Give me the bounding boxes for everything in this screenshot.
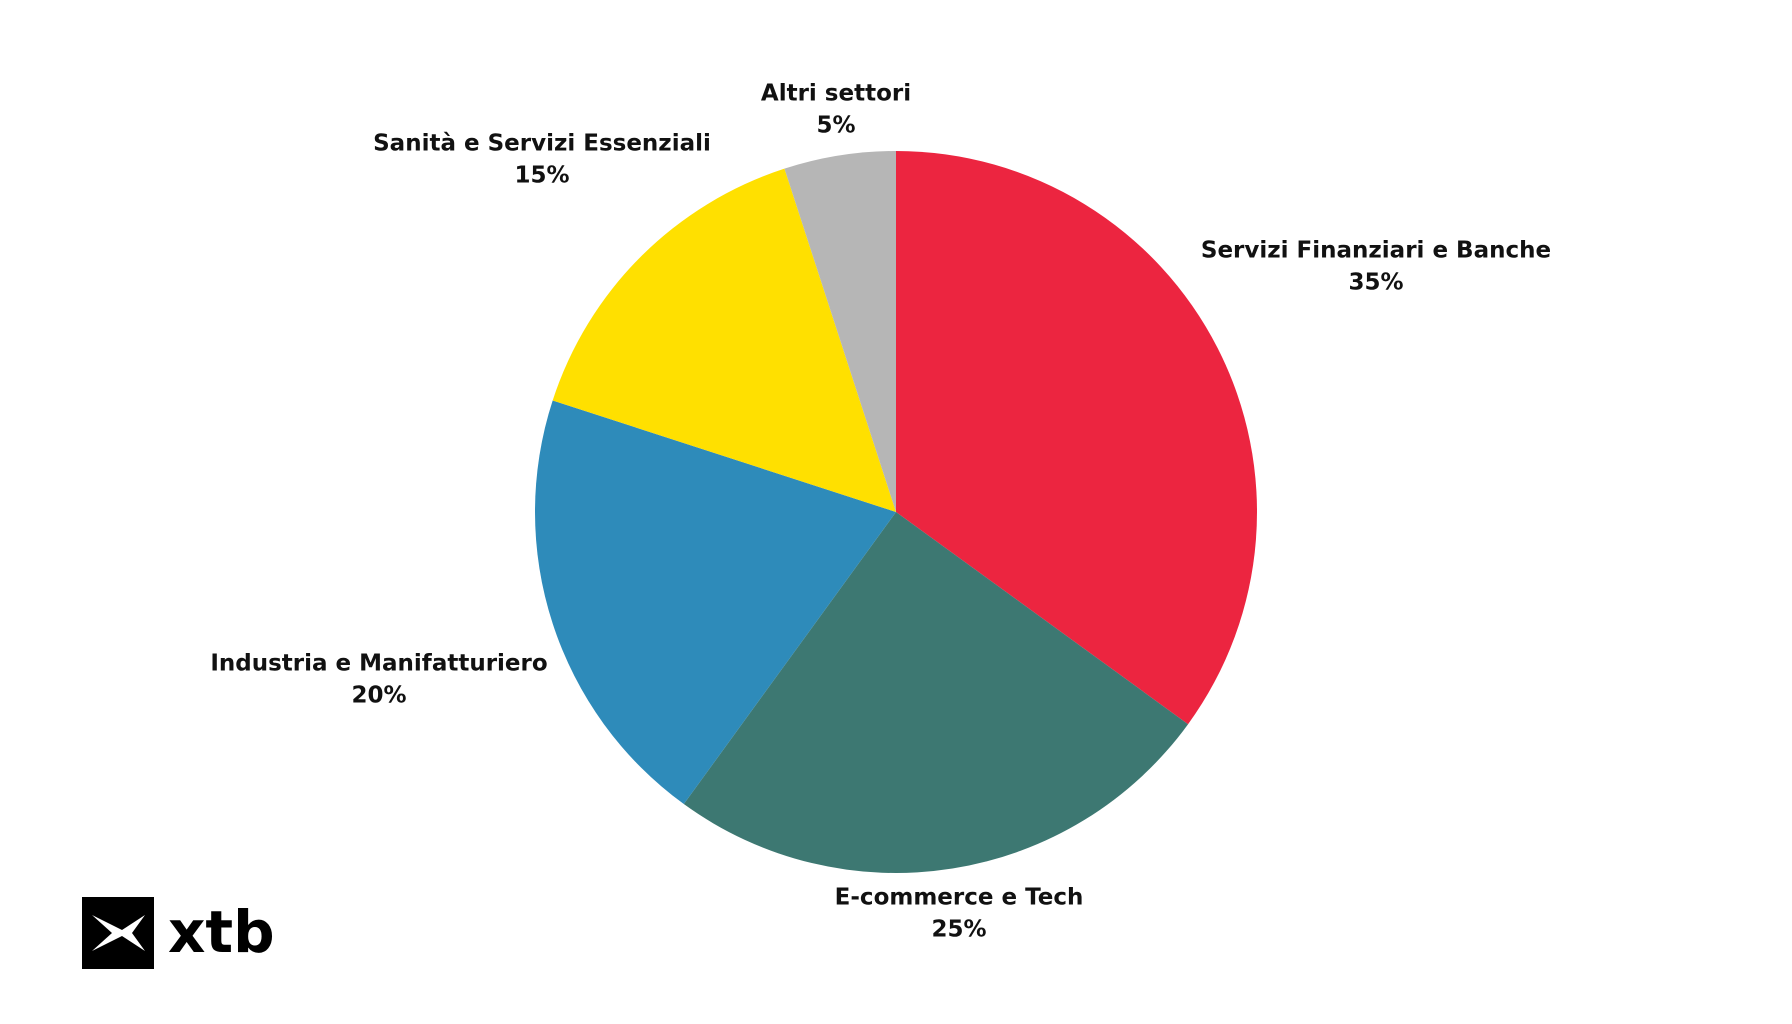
pie-slice xyxy=(552,168,896,513)
pie-slice xyxy=(784,151,896,512)
pie-slice xyxy=(683,512,1189,873)
slice-value-label: 25% xyxy=(931,917,986,943)
slice-label: Servizi Finanziari e Banche xyxy=(1201,238,1551,264)
logo-icon xyxy=(92,915,145,951)
logo: xtb xyxy=(82,897,275,969)
slice-value-label: 20% xyxy=(351,683,406,709)
slice-label: Sanità e Servizi Essenziali xyxy=(373,131,711,157)
slice-label: Industria e Manifatturiero xyxy=(210,651,547,677)
slice-value-label: 5% xyxy=(816,113,855,139)
pie-slice xyxy=(535,400,896,805)
slice-value-label: 15% xyxy=(514,163,569,189)
pie-slice xyxy=(896,151,1258,725)
slice-value-label: 35% xyxy=(1348,270,1403,296)
slice-label: Altri settori xyxy=(761,81,911,107)
slice-label: E-commerce e Tech xyxy=(835,885,1084,911)
logo-text: xtb xyxy=(168,898,275,966)
